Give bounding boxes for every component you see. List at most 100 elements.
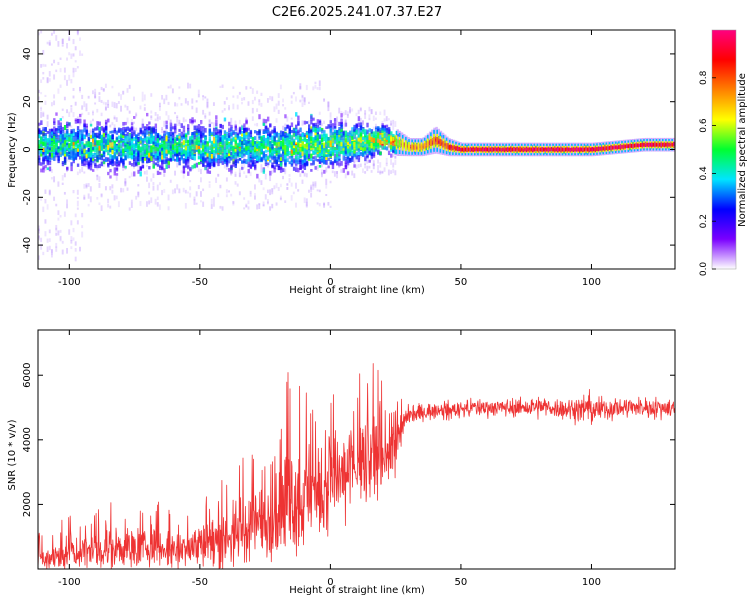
- spectrogram-scatter: [379, 111, 382, 116]
- spectrogram-cell: [241, 133, 244, 137]
- spectrogram-cell: [154, 136, 158, 142]
- spectrogram-scatter: [167, 194, 170, 201]
- spectrogram-scatter: [286, 156, 289, 159]
- spectrogram-cell: [46, 146, 50, 150]
- spectrogram-cell: [48, 147, 52, 151]
- spectrogram-cell: [146, 158, 149, 163]
- spectrogram-scatter: [310, 143, 313, 146]
- spectrogram-cell: [357, 130, 361, 135]
- spectrogram-cell: [390, 136, 393, 142]
- spectrogram-scatter: [336, 171, 338, 174]
- spectrogram-cell: [68, 143, 71, 148]
- spectrogram-cells: [38, 30, 675, 262]
- spectrogram-scatter: [85, 103, 88, 109]
- spectrogram-cell: [258, 114, 261, 120]
- spectrogram-cell: [232, 137, 235, 142]
- spectrogram-cell: [357, 116, 361, 122]
- spectrogram-cell: [63, 161, 67, 165]
- spectrogram-cell: [323, 160, 326, 165]
- spectrogram-cell: [310, 169, 313, 172]
- spectrogram-cell: [245, 142, 248, 147]
- spectrogram-scatter: [81, 105, 84, 110]
- spectrogram-scatter: [152, 160, 155, 166]
- spectrogram-scatter: [204, 115, 207, 119]
- spectrogram-cell: [221, 152, 224, 157]
- spectrogram-cell: [273, 167, 276, 173]
- spectrogram-cell: [230, 151, 233, 156]
- spectrogram-cell: [273, 150, 276, 155]
- spectrogram-cell: [130, 140, 134, 144]
- spectrogram-cell: [305, 144, 309, 150]
- spectrogram-scatter: [143, 94, 146, 101]
- spectrogram-cell: [182, 152, 186, 157]
- spectrogram-scatter: [42, 111, 45, 117]
- spectrogram-cell: [120, 133, 123, 138]
- spectrogram-scatter: [44, 147, 47, 151]
- spectrogram-cell: [44, 134, 47, 138]
- spectrogram-cell: [228, 149, 231, 154]
- spectrogram-cell: [210, 148, 214, 153]
- spectrogram-scatter: [262, 201, 265, 206]
- spectrogram-cell: [316, 140, 320, 146]
- spectrogram-scatter: [387, 147, 390, 154]
- spectrogram-scatter: [210, 164, 213, 169]
- spectrogram-cell: [299, 136, 302, 141]
- spectrogram-cell: [223, 130, 227, 135]
- spectrogram-cell: [292, 128, 296, 133]
- spectrogram-cell: [38, 139, 41, 145]
- spectrogram-cell: [372, 154, 376, 158]
- spectrogram-scatter: [113, 124, 116, 129]
- spectrogram-cell: [48, 166, 52, 172]
- spectrogram-cell: [221, 140, 224, 146]
- spectrogram-cell: [204, 165, 207, 169]
- spectrogram-cell: [70, 166, 73, 172]
- spectrogram-scatter: [290, 100, 293, 104]
- spectrogram-scatter: [61, 240, 64, 244]
- spectrogram-scatter: [76, 220, 79, 225]
- spectrogram-scatter: [128, 133, 131, 138]
- spectrogram-cell: [180, 131, 183, 137]
- spectrogram-cell: [353, 143, 356, 148]
- spectrogram-scatter: [275, 182, 278, 189]
- spectrogram-cell: [152, 154, 155, 160]
- spectrogram-scatter: [329, 205, 332, 208]
- spectrogram-scatter: [387, 169, 390, 176]
- spectrogram-scatter: [234, 173, 237, 177]
- spectrogram-cell: [83, 163, 86, 167]
- spectrogram-cell: [122, 142, 125, 147]
- spectrogram-cell: [178, 133, 181, 139]
- spectrogram-cell: [271, 129, 274, 134]
- spectrogram-scatter: [305, 204, 308, 207]
- spectrogram-scatter: [279, 137, 282, 141]
- spectrogram-cell: [195, 128, 199, 134]
- spectrogram-cell: [128, 161, 132, 165]
- spectrogram-cell: [301, 133, 304, 138]
- spectrogram-scatter: [195, 202, 198, 205]
- spectrogram-scatter: [96, 175, 99, 181]
- spectrogram-scatter: [364, 162, 367, 165]
- spectrogram-cell: [115, 136, 119, 140]
- spectrogram-cell: [312, 137, 315, 141]
- spectrogram-scatter: [139, 158, 142, 162]
- spectrogram-cell: [163, 130, 166, 134]
- spectrogram-cell: [396, 134, 399, 137]
- spectrogram-cell: [264, 156, 268, 160]
- spectrogram-cell: [215, 143, 218, 148]
- spectrogram-scatter: [254, 195, 256, 200]
- spectrogram-cell: [48, 137, 52, 142]
- spectrogram-scatter: [269, 136, 272, 142]
- spectrogram-cell: [167, 149, 170, 153]
- spectrogram-cell: [66, 166, 69, 170]
- spectrogram-cell: [247, 151, 250, 155]
- spectrogram-cell: [135, 152, 138, 156]
- spectrogram-scatter: [53, 30, 56, 34]
- spectrogram-scatter: [87, 112, 90, 115]
- spectrogram-cell: [50, 138, 54, 141]
- spectrogram-cell: [96, 121, 99, 126]
- spectrogram-scatter: [258, 178, 261, 183]
- spectrogram-cell: [117, 127, 121, 133]
- spectrogram-cell: [273, 159, 276, 164]
- spectrogram-scatter: [55, 246, 58, 252]
- spectrogram-scatter: [50, 32, 53, 36]
- spectrogram-scatter: [208, 118, 211, 124]
